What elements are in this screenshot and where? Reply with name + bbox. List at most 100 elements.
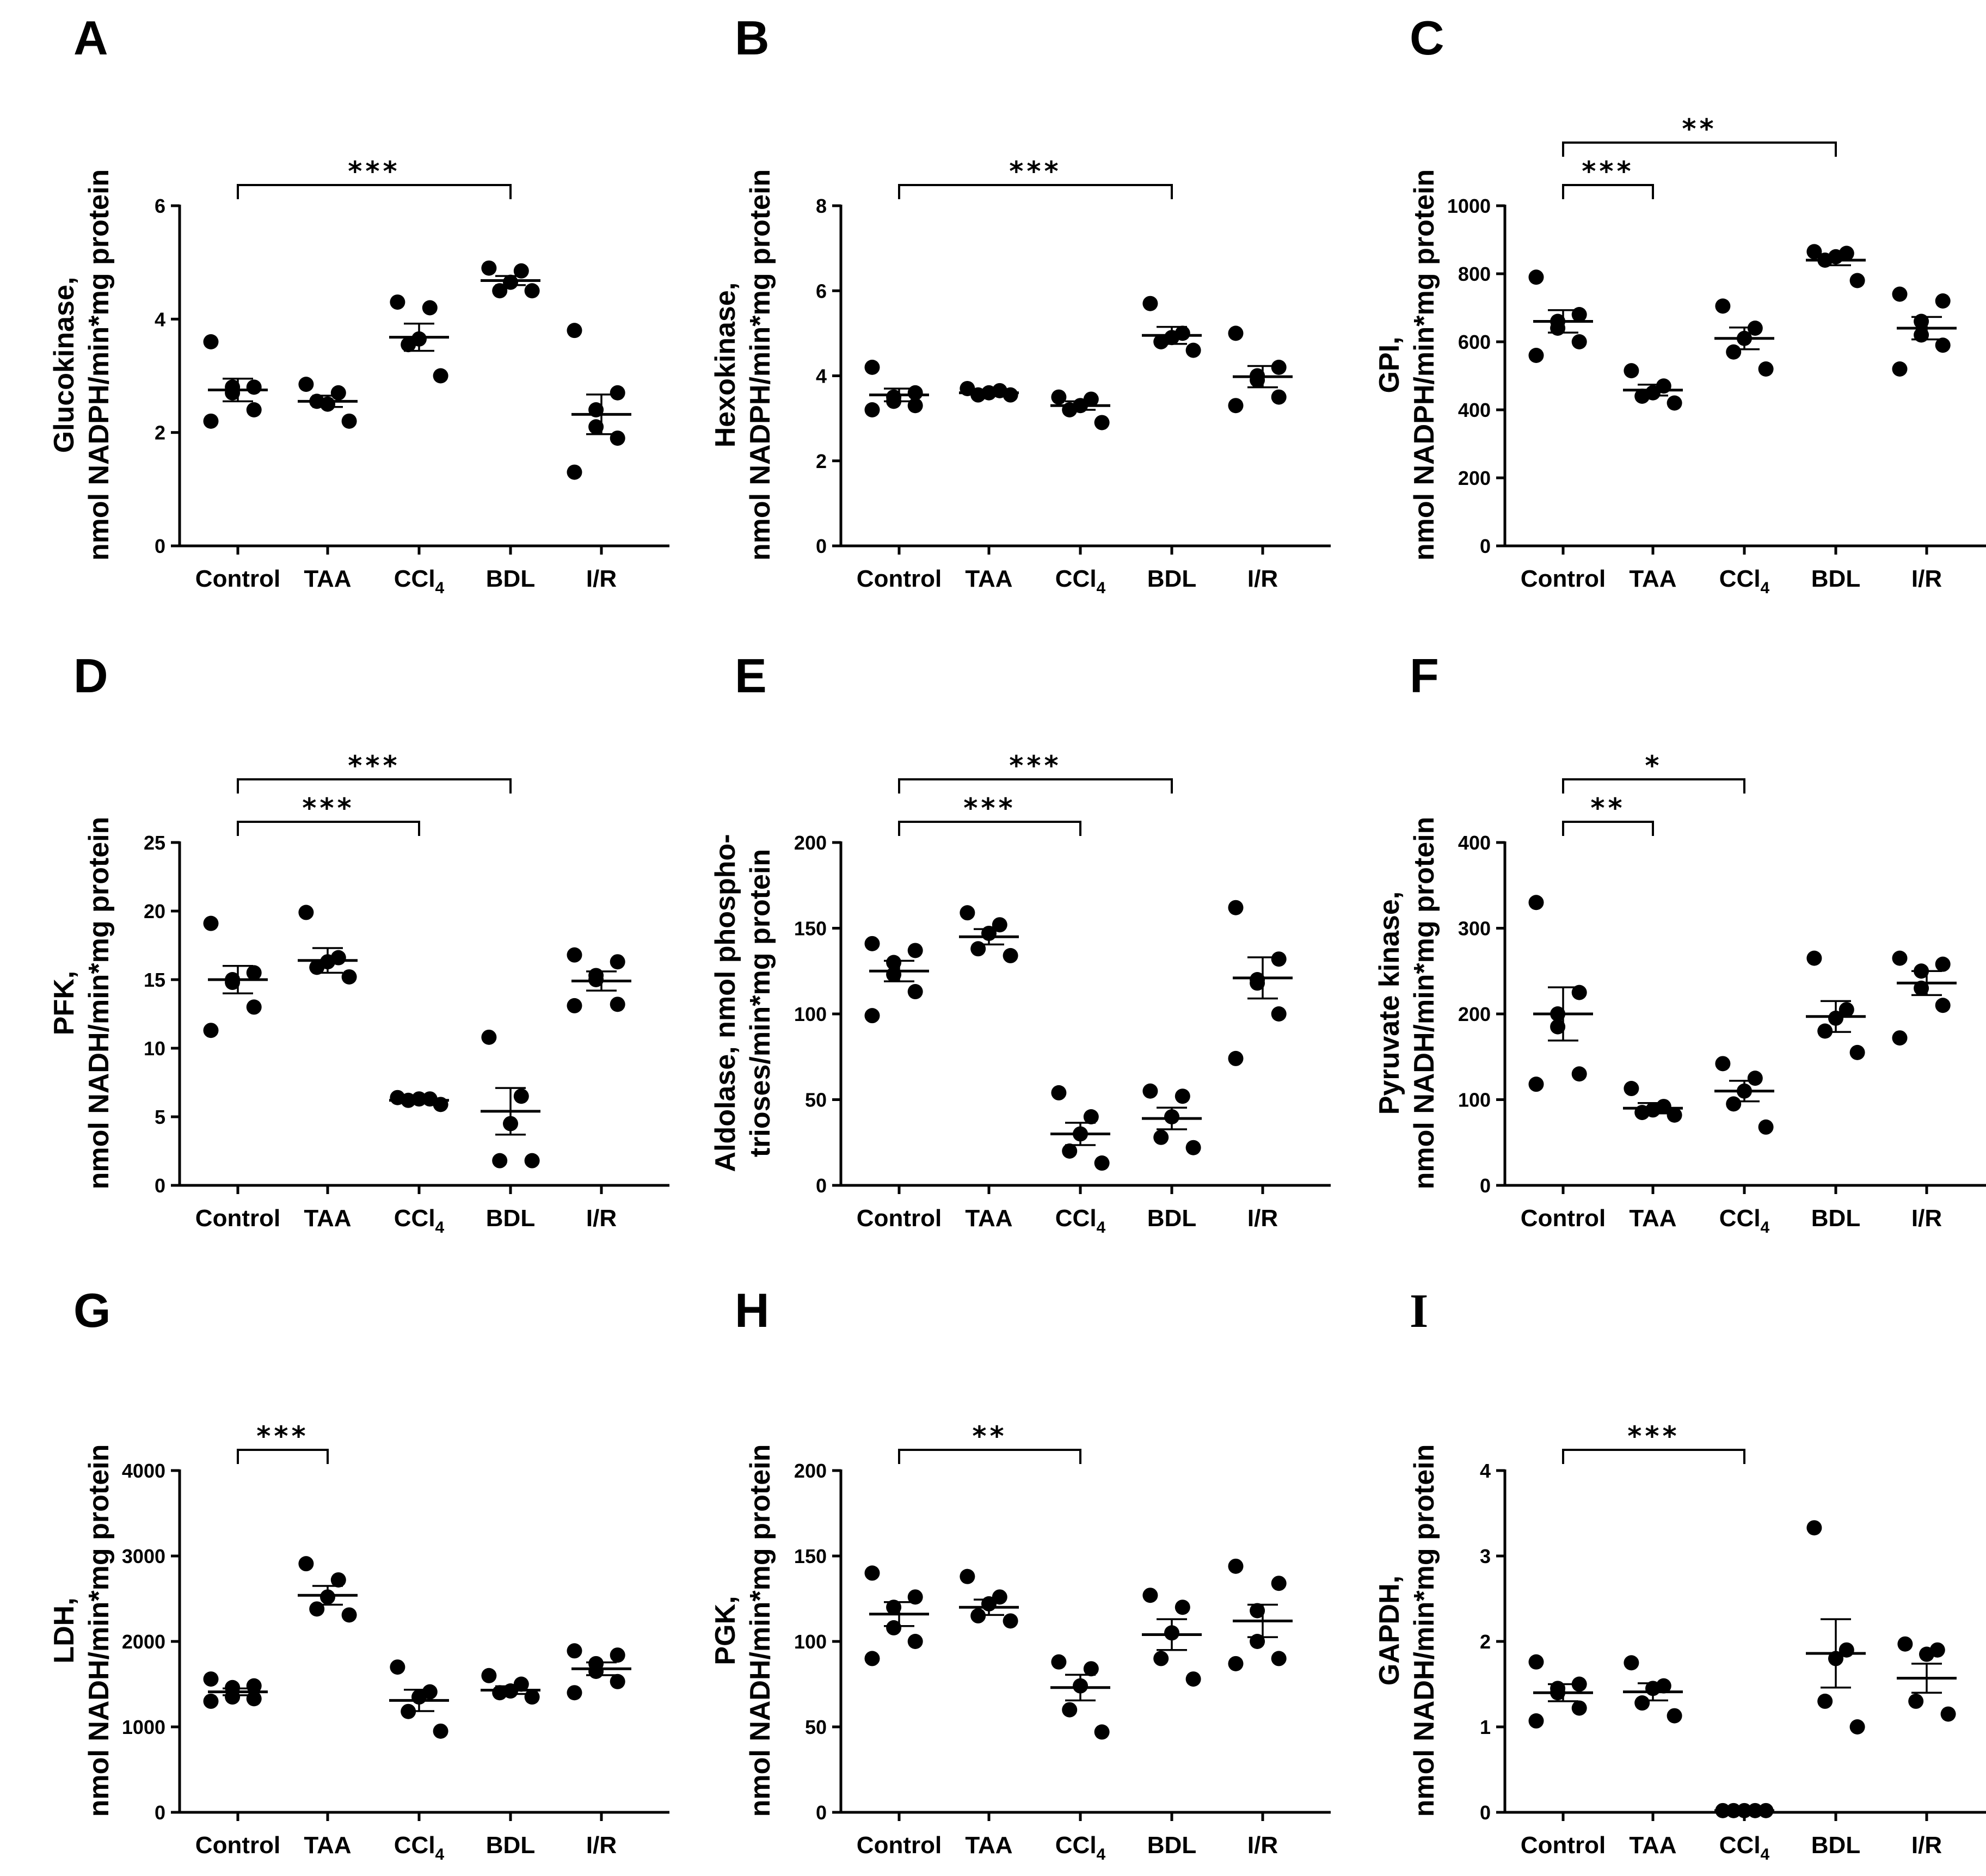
panel-b: B 0 2 4 6 8 Control TAA CCl4 BDL I/R Hexokinase, nmo… [710, 11, 1331, 597]
x-tick-label: BDL [486, 1205, 535, 1232]
x-tick-label: CCl4 [394, 565, 445, 597]
data-point [246, 1691, 262, 1707]
significance-bracket [898, 184, 1173, 199]
significance-label: ** [1682, 113, 1717, 145]
y-tick-label: 5 [155, 1106, 165, 1128]
y-tick-label: 0 [1480, 535, 1491, 557]
x-tick-label: I/R [1911, 1832, 1942, 1859]
data-point [433, 1723, 448, 1739]
data-point [1919, 1646, 1934, 1662]
panel-e: E 0 50 100 150 200 Control TAA CCl4 BDL I/R Aldolas… [710, 649, 1331, 1237]
data-point [1634, 1695, 1650, 1711]
y-axis-label-line: trioses/min*mg protein [745, 849, 776, 1157]
data-point [1271, 1576, 1287, 1591]
data-point [588, 419, 604, 435]
data-point [567, 1643, 582, 1659]
x-tick-label: Control [195, 1832, 280, 1859]
data-point [567, 947, 582, 963]
data-point [1624, 1655, 1639, 1671]
data-point [1228, 1050, 1244, 1066]
y-tick-label: 8 [816, 195, 827, 217]
data-point [1528, 269, 1544, 285]
y-tick-label: 3 [1480, 1545, 1491, 1567]
data-point [481, 1029, 497, 1045]
data-point [1806, 1520, 1822, 1536]
data-point [1624, 363, 1639, 379]
y-axis-label: LDH, nmol NADH/min*mg protein [48, 1444, 115, 1817]
data-point [610, 954, 625, 970]
significance-bracket [237, 1449, 329, 1464]
data-point [1185, 1140, 1201, 1155]
data-point [1892, 1030, 1908, 1046]
significance-label: ** [1590, 792, 1625, 824]
data-point [1528, 1713, 1544, 1729]
data-point [203, 1693, 219, 1709]
panel-label: G [73, 1283, 110, 1337]
data-point [481, 1668, 497, 1683]
x-tick-label: TAA [965, 565, 1012, 592]
x-tick-label: TAA [304, 565, 351, 592]
data-point [1571, 985, 1587, 1000]
y-tick-label: 4 [816, 365, 827, 387]
y-tick-label: 0 [155, 1801, 165, 1824]
y-tick-label: 1000 [1447, 195, 1491, 217]
significance-bracket [898, 821, 1081, 836]
data-point [1528, 1654, 1544, 1670]
data-point [1051, 1654, 1067, 1670]
significance-bracket [1562, 1449, 1745, 1464]
data-point [298, 905, 314, 920]
x-tick-label: Control [1521, 1832, 1606, 1859]
data-point [1003, 387, 1018, 403]
data-point [524, 1689, 540, 1705]
data-point [1094, 415, 1110, 430]
data-point [1667, 1708, 1682, 1724]
x-tick-label: TAA [1629, 1205, 1676, 1232]
significance-bracket [1562, 821, 1654, 836]
data-point [203, 1023, 219, 1038]
data-point [1571, 1676, 1587, 1692]
data-point [1175, 1600, 1190, 1615]
y-tick-label: 200 [1458, 467, 1491, 489]
significance-bracket [898, 1449, 1081, 1464]
x-tick-label: Control [857, 1205, 942, 1232]
data-point [886, 1600, 902, 1615]
data-point [492, 283, 508, 299]
data-point [390, 1659, 405, 1675]
x-tick-label: CCl4 [1719, 1205, 1770, 1237]
data-point [298, 377, 314, 392]
data-point [1228, 325, 1244, 341]
y-tick-label: 800 [1458, 263, 1491, 285]
data-point [1747, 1071, 1763, 1086]
data-point [1940, 1706, 1956, 1722]
y-tick-label: 0 [1480, 1174, 1491, 1197]
data-point [1935, 337, 1951, 353]
y-axis-label-line: GAPDH, [1374, 1576, 1405, 1686]
data-point [1715, 1056, 1731, 1072]
data-point [513, 1088, 529, 1104]
y-tick-label: 0 [1480, 1801, 1491, 1824]
data-point [1153, 334, 1169, 349]
data-point [1228, 900, 1244, 915]
x-tick-label: I/R [586, 1205, 617, 1232]
y-axis-label-line: nmol NADH/min*mg protein [1409, 1444, 1440, 1817]
data-point [907, 943, 923, 958]
data-point [907, 984, 923, 1000]
data-point [1726, 344, 1742, 360]
panel-g: G 0 1000 2000 3000 4000 Control TAA CCl4 BDL I/R LD… [48, 1283, 669, 1863]
significance-bracket [237, 821, 420, 836]
data-point [1271, 951, 1287, 967]
significance-label: *** [1009, 156, 1061, 187]
y-tick-label: 100 [794, 1631, 827, 1653]
y-tick-label: 2 [155, 422, 165, 444]
data-point [1667, 395, 1682, 411]
data-point [1528, 895, 1544, 911]
data-point [1142, 296, 1158, 311]
data-point [1528, 1077, 1544, 1092]
data-point [1185, 1671, 1201, 1687]
y-tick-label: 150 [794, 1545, 827, 1567]
data-point [1849, 1719, 1865, 1734]
x-tick-label: BDL [1811, 1205, 1860, 1232]
y-axis-label: Glucokinase, nmol NADPH/min*mg protein [48, 169, 115, 561]
y-axis-label: PGK, nmol NADH/min*mg protein [710, 1444, 776, 1817]
y-tick-label: 1 [1480, 1716, 1491, 1738]
